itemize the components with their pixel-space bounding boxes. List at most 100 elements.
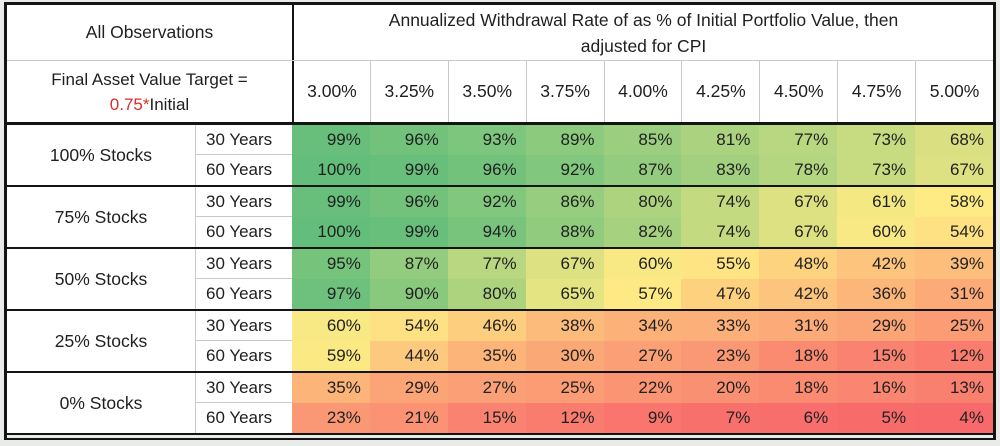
heat-cell: 100% <box>292 155 370 185</box>
heat-cell: 83% <box>681 155 760 185</box>
heat-cell: 82% <box>603 217 682 247</box>
heat-cell: 54% <box>915 217 993 247</box>
heat-cell: 60% <box>292 311 370 341</box>
heat-cell: 60% <box>837 217 916 247</box>
target-value: 0.75*Initial <box>110 92 189 117</box>
heat-cell: 77% <box>447 249 526 279</box>
heat-cell: 54% <box>369 311 448 341</box>
rate-col-header: 4.50% <box>759 61 837 122</box>
rate-col-header: 4.75% <box>837 61 915 122</box>
heat-cell: 57% <box>603 279 682 309</box>
heat-cell: 67% <box>759 187 838 217</box>
period-label: 30 Years <box>195 187 292 217</box>
heat-cell: 92% <box>447 187 526 217</box>
group-label: 100% Stocks <box>7 125 195 185</box>
heat-cell: 89% <box>525 125 604 155</box>
heat-cell: 94% <box>447 217 526 247</box>
rate-col-header: 5.00% <box>915 61 993 122</box>
heat-cell: 48% <box>759 249 838 279</box>
heat-cell: 15% <box>447 403 526 433</box>
heat-cell: 5% <box>837 403 916 433</box>
heat-cell: 31% <box>759 311 838 341</box>
heat-cell: 88% <box>525 217 604 247</box>
heat-cell: 47% <box>681 279 760 309</box>
heat-cell: 99% <box>369 217 448 247</box>
final-asset-target-label: Final Asset Value Target = 0.75*Initial <box>7 61 292 122</box>
heat-cell: 55% <box>681 249 760 279</box>
heat-cell: 58% <box>915 187 993 217</box>
table-body: 100% Stocks 30 Years 99% 96% 93% 89% 85% 81% 77%… <box>7 125 993 433</box>
heat-cell: 13% <box>915 373 993 403</box>
heat-cell: 29% <box>369 373 448 403</box>
stock-allocation-group: 0% Stocks 30 Years 35% 29% 27% 25% 22% 20% 18% 16… <box>7 371 993 433</box>
heat-cell: 67% <box>915 155 993 185</box>
table-title-line-1: Annualized Withdrawal Rate of as % of In… <box>388 9 899 30</box>
period-label: 30 Years <box>195 125 292 155</box>
heat-cell: 67% <box>525 249 604 279</box>
heat-cell: 31% <box>915 279 993 309</box>
heat-cell: 16% <box>837 373 916 403</box>
heat-cell: 42% <box>837 249 916 279</box>
bottom-double-border <box>7 433 993 440</box>
heat-cell: 86% <box>525 187 604 217</box>
rate-col-header: 3.25% <box>369 61 448 122</box>
group-label: 0% Stocks <box>7 373 195 433</box>
stock-allocation-group: 75% Stocks 30 Years 99% 96% 92% 86% 80% 74% 67% 6… <box>7 185 993 247</box>
heat-cell: 96% <box>369 187 448 217</box>
group-label: 75% Stocks <box>7 187 195 247</box>
heat-cell: 74% <box>681 217 760 247</box>
stock-allocation-group: 100% Stocks 30 Years 99% 96% 93% 89% 85% 81% 77%… <box>7 125 993 185</box>
heat-cell: 12% <box>915 341 993 371</box>
rate-col-header: 3.50% <box>447 61 526 122</box>
heat-cell: 73% <box>837 125 916 155</box>
heat-cell: 73% <box>837 155 916 185</box>
period-label: 60 Years <box>195 403 292 433</box>
heat-cell: 78% <box>759 155 838 185</box>
table-title: Annualized Withdrawal Rate of as % of In… <box>292 5 993 60</box>
heat-cell: 23% <box>681 341 760 371</box>
heat-cell: 7% <box>681 403 760 433</box>
heat-cell: 96% <box>369 125 448 155</box>
heat-cell: 33% <box>681 311 760 341</box>
stock-allocation-group: 50% Stocks 30 Years 95% 87% 77% 67% 60% 55% 48% 4… <box>7 247 993 309</box>
heat-cell: 95% <box>292 249 370 279</box>
heat-cell: 65% <box>525 279 604 309</box>
heat-cell: 61% <box>837 187 916 217</box>
heat-cell: 74% <box>681 187 760 217</box>
heat-cell: 93% <box>447 125 526 155</box>
heat-cell: 39% <box>915 249 993 279</box>
heat-cell: 27% <box>447 373 526 403</box>
heat-cell: 99% <box>292 187 370 217</box>
heat-cell: 35% <box>447 341 526 371</box>
heat-cell: 29% <box>837 311 916 341</box>
rate-col-header: 3.00% <box>292 61 370 122</box>
heat-cell: 21% <box>369 403 448 433</box>
heat-cell: 97% <box>292 279 370 309</box>
heat-cell: 35% <box>292 373 370 403</box>
heat-cell: 87% <box>369 249 448 279</box>
period-label: 60 Years <box>195 155 292 185</box>
heat-cell: 92% <box>525 155 604 185</box>
heat-cell: 96% <box>447 155 526 185</box>
heat-cell: 80% <box>447 279 526 309</box>
period-label: 30 Years <box>195 311 292 341</box>
heat-cell: 25% <box>525 373 604 403</box>
rate-col-header: 4.25% <box>681 61 759 122</box>
heat-cell: 27% <box>603 341 682 371</box>
heat-cell: 36% <box>837 279 916 309</box>
heat-cell: 85% <box>603 125 682 155</box>
heat-cell: 30% <box>525 341 604 371</box>
heat-cell: 6% <box>759 403 838 433</box>
withdrawal-rate-table: All Observations Annualized Withdrawal R… <box>4 2 996 440</box>
heat-cell: 15% <box>837 341 916 371</box>
target-multiplier: 0.75* <box>109 94 150 114</box>
heat-cell: 12% <box>525 403 604 433</box>
rate-col-header: 3.75% <box>525 61 604 122</box>
table-header-row-1: All Observations Annualized Withdrawal R… <box>7 5 993 61</box>
period-label: 60 Years <box>195 341 292 371</box>
observations-label: All Observations <box>85 22 214 42</box>
heat-cell: 18% <box>759 341 838 371</box>
heat-cell: 44% <box>369 341 448 371</box>
period-label: 60 Years <box>195 279 292 309</box>
rate-header-row: Final Asset Value Target = 0.75*Initial … <box>7 61 993 125</box>
